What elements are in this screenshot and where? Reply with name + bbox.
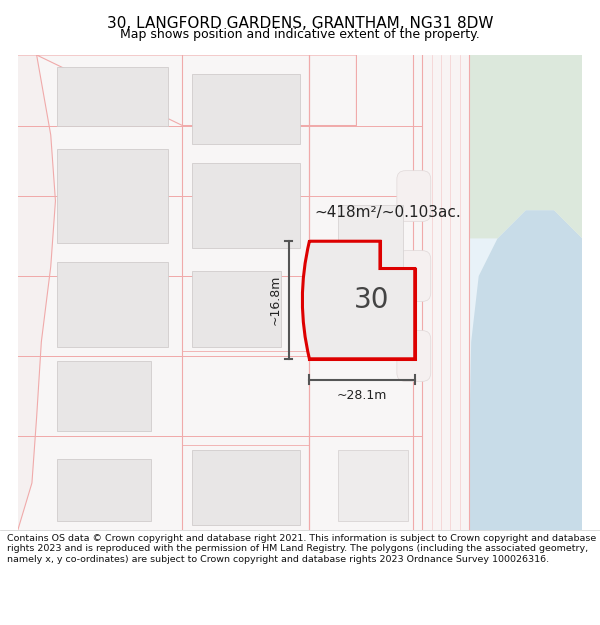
FancyBboxPatch shape bbox=[397, 171, 431, 221]
Bar bbox=[338, 450, 408, 521]
Bar bbox=[422, 55, 469, 530]
FancyBboxPatch shape bbox=[397, 331, 431, 381]
Bar bbox=[58, 149, 169, 243]
Bar bbox=[58, 459, 151, 521]
Text: ~16.8m: ~16.8m bbox=[269, 275, 282, 325]
FancyBboxPatch shape bbox=[397, 251, 431, 301]
Bar bbox=[58, 68, 169, 126]
Bar bbox=[58, 262, 169, 347]
Bar bbox=[192, 450, 300, 525]
Text: Map shows position and indicative extent of the property.: Map shows position and indicative extent… bbox=[120, 28, 480, 41]
Text: ~28.1m: ~28.1m bbox=[337, 389, 387, 402]
Text: 30: 30 bbox=[354, 286, 389, 314]
Polygon shape bbox=[310, 241, 415, 359]
Bar bbox=[192, 271, 281, 347]
Bar bbox=[18, 55, 422, 530]
Bar bbox=[338, 206, 403, 276]
Polygon shape bbox=[469, 55, 582, 530]
Text: ~418m²/~0.103ac.: ~418m²/~0.103ac. bbox=[314, 204, 461, 219]
Bar bbox=[192, 74, 300, 144]
Text: 30, LANGFORD GARDENS, GRANTHAM, NG31 8DW: 30, LANGFORD GARDENS, GRANTHAM, NG31 8DW bbox=[107, 16, 493, 31]
Polygon shape bbox=[469, 210, 582, 530]
Polygon shape bbox=[469, 55, 582, 238]
Bar bbox=[58, 361, 151, 431]
Polygon shape bbox=[18, 55, 55, 530]
Text: Contains OS data © Crown copyright and database right 2021. This information is : Contains OS data © Crown copyright and d… bbox=[7, 534, 596, 564]
PathPatch shape bbox=[302, 241, 415, 359]
Bar bbox=[192, 163, 300, 248]
